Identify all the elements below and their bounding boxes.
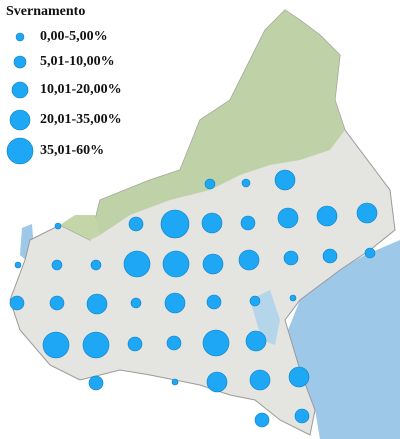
map-circle	[42, 331, 70, 359]
map-circle	[254, 412, 270, 428]
map-circle	[277, 207, 299, 229]
map-circle	[201, 212, 223, 234]
map-circle	[166, 335, 182, 351]
legend-symbol	[11, 81, 29, 99]
map-circle	[204, 178, 216, 190]
map-circle	[245, 330, 267, 352]
map-circle	[356, 202, 378, 224]
map-circle	[206, 371, 228, 393]
legend-title: Svernamento	[6, 4, 85, 19]
legend-symbol	[9, 109, 31, 131]
map-circle	[130, 297, 142, 309]
legend-symbol	[13, 55, 27, 69]
map-circle	[86, 293, 108, 315]
map-circle	[206, 294, 222, 310]
hills	[60, 215, 100, 240]
map-circle	[322, 248, 338, 264]
map-circle	[90, 259, 102, 271]
legend-symbol	[6, 137, 34, 165]
map-circle	[249, 369, 271, 391]
map-circle	[288, 366, 310, 388]
map-circle	[54, 222, 62, 230]
map-circle	[128, 216, 144, 232]
legend-label: 5,01-10,00%	[40, 54, 115, 69]
map-circle	[123, 250, 151, 278]
map-circle	[160, 209, 190, 239]
map-circle	[171, 378, 179, 386]
legend-label: 35,01-60%	[40, 143, 104, 158]
legend-symbol	[15, 32, 25, 42]
map-circle	[9, 295, 25, 311]
map-circle	[51, 259, 63, 271]
legend: Svernamento 0,00-5,00% 5,01-10,00% 10,01-2…	[6, 4, 122, 165]
map-circle	[289, 294, 297, 302]
map-circle	[283, 250, 299, 266]
map-circle	[82, 331, 110, 359]
legend-label: 20,01-35,00%	[40, 112, 122, 127]
map-circle	[162, 250, 190, 278]
legend-label: 10,01-20,00%	[40, 82, 122, 97]
map-circle	[164, 292, 186, 314]
map-circle	[88, 375, 104, 391]
map-circle	[241, 178, 251, 188]
map-circle	[364, 247, 376, 259]
map-circle	[14, 261, 22, 269]
map-circle	[249, 295, 261, 307]
map-circle	[274, 169, 296, 191]
map-circle	[240, 215, 256, 231]
map-circle	[316, 205, 338, 227]
map-circle	[238, 249, 260, 271]
legend-label: 0,00-5,00%	[40, 29, 108, 44]
sea	[288, 240, 400, 439]
mountains	[90, 10, 345, 240]
map-circle	[294, 408, 310, 424]
map-circle	[202, 253, 224, 275]
map-circle	[127, 336, 143, 352]
map-circle	[49, 295, 65, 311]
circles	[9, 169, 378, 428]
map-circle	[202, 329, 230, 357]
